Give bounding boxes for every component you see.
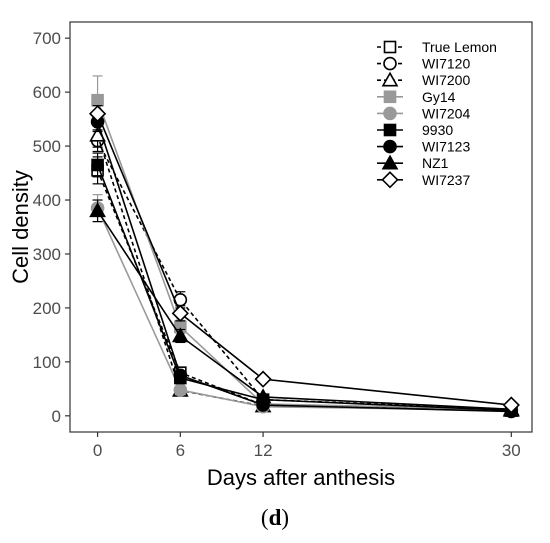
legend-marker	[383, 123, 397, 137]
y-tick-label: 200	[33, 299, 61, 318]
legend-label: 9930	[422, 122, 453, 138]
legend-item: WI7237	[377, 171, 470, 189]
legend-label: WI7120	[422, 56, 470, 72]
panel-label-open: (	[260, 505, 269, 530]
y-tick-label: 0	[52, 407, 61, 426]
y-axis: 0 100 200 300 400 500 600 700	[33, 29, 70, 426]
panel-label-close: )	[281, 505, 290, 530]
legend-marker	[383, 40, 397, 54]
data-point	[91, 93, 104, 107]
y-tick-label: 300	[33, 245, 61, 264]
series-wi7237	[88, 105, 520, 414]
x-tick-label: 12	[254, 441, 273, 460]
y-tick-label: 100	[33, 353, 61, 372]
panel-label: (d)	[0, 505, 550, 531]
data-point	[171, 327, 189, 343]
legend: True LemonWI7120WI7200Gy14WI72049930WI71…	[377, 39, 497, 189]
y-tick-label: 700	[33, 29, 61, 48]
legend-item: WI7200	[377, 71, 470, 88]
legend-label: WI7200	[422, 72, 470, 88]
data-point	[89, 202, 106, 218]
line-chart: 0 100 200 300 400 500 600 700 0 6 12 30 True Lemon…	[8, 21, 533, 490]
data-point	[173, 368, 188, 383]
legend-item: NZ1	[377, 154, 449, 171]
series-line	[96, 121, 512, 413]
data-point	[254, 370, 272, 388]
series-line	[96, 113, 512, 406]
data-point	[88, 105, 107, 123]
legend-marker	[383, 90, 397, 104]
panel-label-letter: d	[268, 505, 282, 530]
legend-label: WI7204	[422, 105, 470, 121]
legend-label: WI7123	[422, 139, 470, 155]
legend-label: NZ1	[422, 155, 449, 171]
legend-item: 9930	[377, 122, 453, 138]
y-axis-title: Cell density	[8, 170, 33, 284]
data-point	[502, 396, 520, 414]
data-point	[91, 158, 104, 172]
legend-item: WI7204	[377, 105, 470, 121]
legend-marker	[383, 139, 397, 154]
legend-item: Gy14	[377, 89, 456, 105]
legend-marker	[383, 106, 397, 121]
x-axis: 0 6 12 30	[93, 432, 521, 460]
data-point	[171, 304, 189, 322]
data-point	[173, 383, 188, 397]
series-layer	[88, 75, 520, 419]
x-axis-title: Days after anthesis	[207, 465, 395, 490]
y-tick-label: 400	[33, 191, 61, 210]
y-tick-label: 500	[33, 137, 61, 156]
plot-panel	[69, 21, 533, 433]
series-line	[96, 164, 512, 412]
legend-label: WI7237	[422, 172, 470, 188]
x-tick-label: 30	[502, 441, 521, 460]
legend-marker	[381, 154, 399, 170]
legend-item: True Lemon	[377, 39, 497, 55]
legend-marker	[381, 171, 399, 189]
x-tick-label: 6	[176, 441, 185, 460]
x-tick-label: 0	[93, 441, 102, 460]
legend-marker	[381, 71, 399, 87]
legend-item: WI7123	[377, 139, 470, 155]
legend-marker	[383, 56, 397, 71]
series-line	[96, 210, 512, 411]
data-point	[254, 388, 272, 404]
legend-label: True Lemon	[422, 39, 497, 55]
legend-label: Gy14	[422, 89, 456, 105]
legend-item: WI7120	[377, 56, 470, 72]
y-tick-label: 600	[33, 83, 61, 102]
